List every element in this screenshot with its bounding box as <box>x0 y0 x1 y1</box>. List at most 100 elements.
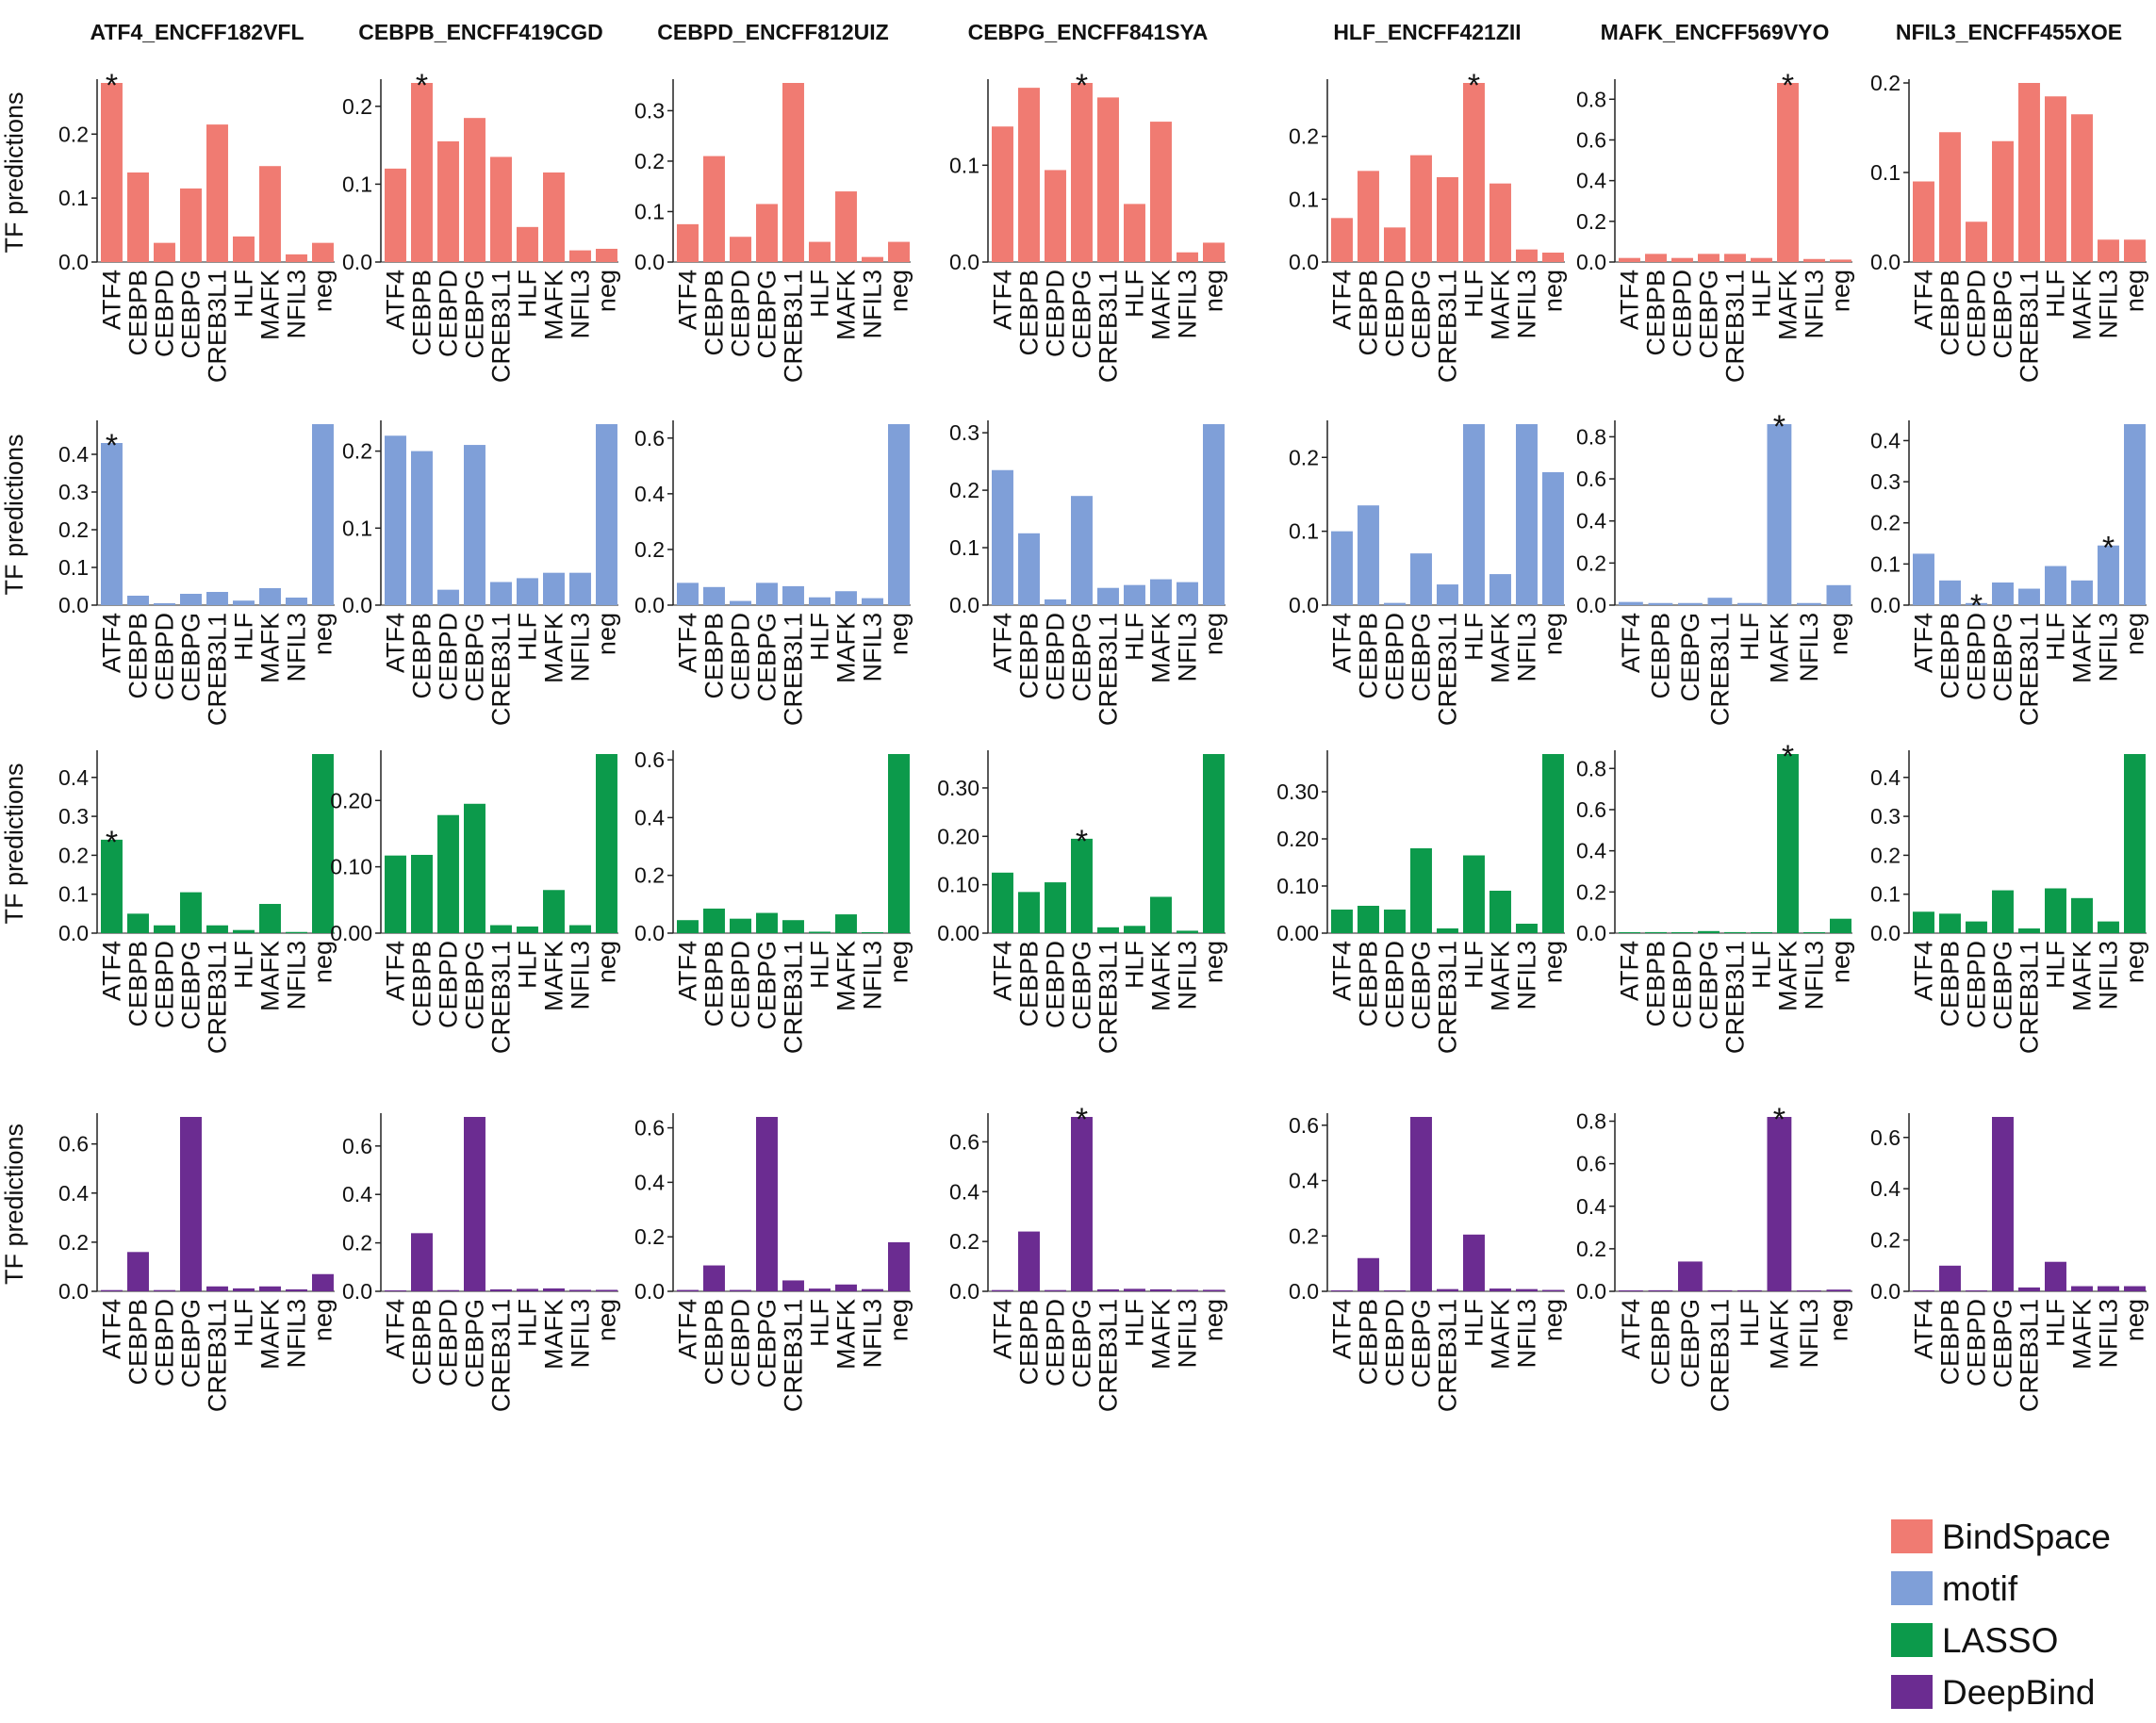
bar-cebpg <box>756 583 778 605</box>
bar-atf4 <box>1331 910 1353 933</box>
y-tick-label: 0.4 <box>1576 839 1606 863</box>
bar-nfil3 <box>1797 1290 1821 1291</box>
significance-star: * <box>416 68 428 104</box>
category-label: HLF <box>1120 1299 1148 1347</box>
category-label: CREB3L1 <box>486 1299 515 1412</box>
bar-neg <box>888 754 910 933</box>
bar-creb3l1 <box>2018 588 2040 605</box>
category-label: HLF <box>2041 1299 2069 1347</box>
bar-mafk <box>1777 754 1799 933</box>
y-tick-label: 0.2 <box>1870 71 1901 95</box>
bar-panel-motif: 0.0 0.1 0.2 ATF4CEBPBCEBPDCEBPGCREB3L1HLFMA… <box>342 420 620 726</box>
category-label: CEBPB <box>123 1299 152 1386</box>
category-label: neg <box>592 1299 620 1341</box>
category-label: CREB3L1 <box>203 613 231 726</box>
bar-creb3l1 <box>2018 1287 2040 1291</box>
bar-mafk <box>543 1288 565 1291</box>
bar-panel-lasso: 0.0 0.1 0.2 0.3 0.4 ATF4CEBPBCEBPDCEBPGCREB3L… <box>1870 750 2148 1054</box>
bar-cebpd <box>730 600 751 605</box>
y-tick-label: 0.0 <box>1576 250 1606 274</box>
bar-atf4 <box>1913 911 1934 933</box>
bar-panel-bindspace: 0.0 0.1 0.2 TF predictions ATF4 * CEBPBCEBPDCE… <box>0 68 337 383</box>
category-label: ATF4 <box>1327 613 1356 673</box>
y-tick-label: 0.2 <box>1576 1237 1606 1261</box>
category-label: MAFK <box>1765 613 1793 683</box>
y-tick-label: 0.6 <box>1576 467 1606 491</box>
bar-neg <box>2124 754 2146 933</box>
y-tick-label: 0.0 <box>1576 921 1606 945</box>
bar-cebpb <box>127 913 149 933</box>
y-tick-label: 0.8 <box>1576 1109 1606 1134</box>
bar-neg <box>312 424 334 605</box>
category-label: CEBPB <box>699 941 728 1027</box>
category-label: NFIL3 <box>566 270 594 339</box>
category-label: CEBPD <box>1041 941 1069 1028</box>
category-label: CEBPB <box>699 270 728 356</box>
category-label: CEBPG <box>176 270 205 359</box>
category-label: CREB3L1 <box>486 270 515 383</box>
y-tick-label: 0.0 <box>342 250 372 274</box>
bar-nfil3 <box>1177 252 1198 262</box>
bar-neg <box>1830 918 1852 933</box>
legend-swatch-motif <box>1891 1571 1933 1605</box>
category-label: MAFK <box>1486 613 1514 683</box>
y-tick-label: 0.2 <box>634 1224 665 1249</box>
category-label: CREB3L1 <box>1433 1299 1461 1412</box>
category-label: neg <box>884 270 913 312</box>
category-label: NFIL3 <box>1512 270 1540 339</box>
bar-cebpd <box>437 140 459 262</box>
bar-hlf <box>1463 424 1485 605</box>
y-tick-label: 0.2 <box>1870 1228 1901 1253</box>
bar-atf4 <box>1913 181 1934 262</box>
bar-hlf <box>517 926 538 933</box>
bar-cebpg <box>464 1117 486 1291</box>
category-label: CEBPB <box>407 941 436 1027</box>
bar-neg <box>312 242 334 262</box>
category-label: HLF <box>805 613 833 661</box>
y-tick-label: 0.6 <box>1576 797 1606 822</box>
bar-mafk <box>543 172 565 262</box>
category-label: MAFK <box>2067 613 2096 683</box>
category-label: HLF <box>229 1299 257 1347</box>
category-label: CEBPB <box>1014 270 1043 356</box>
bar-creb3l1 <box>782 1280 804 1291</box>
bar-creb3l1 <box>1097 1288 1119 1291</box>
bar-cebpg <box>180 892 202 933</box>
category-label: neg <box>1199 613 1227 655</box>
category-label: HLF <box>229 941 257 989</box>
category-label: neg <box>2120 941 2148 983</box>
category-label: CEBPB <box>1935 1299 1964 1386</box>
column-title: NFIL3_ENCFF455XOE <box>1896 20 2122 44</box>
category-label: ATF4 <box>1909 1299 1937 1359</box>
y-tick-label: 0.4 <box>1576 509 1606 533</box>
category-label: neg <box>592 941 620 983</box>
category-label: CREB3L1 <box>486 613 515 726</box>
y-tick-label: 0.0 <box>58 593 89 617</box>
bar-hlf <box>2045 566 2066 605</box>
bar-cebpg <box>1071 1117 1093 1291</box>
bar-hlf <box>809 597 831 605</box>
category-label: MAFK <box>2067 270 2096 340</box>
bar-creb3l1 <box>1707 1289 1733 1291</box>
bar-atf4 <box>1619 257 1640 262</box>
category-label: NFIL3 <box>1173 270 1201 339</box>
bar-panel-deepbind: 0.0 0.2 0.4 0.6 ATF4CEBPBCEBPDCEBPGCREB3L1HL… <box>1289 1113 1567 1412</box>
y-tick-label: 0.2 <box>1870 511 1901 535</box>
bar-panel-deepbind: 0.0 0.2 0.4 0.6 ATF4CEBPBCEBPDCEBPGCREB3L1HL… <box>634 1113 913 1412</box>
bar-creb3l1 <box>1437 584 1458 605</box>
bar-hlf <box>1463 1234 1485 1291</box>
y-tick-label: 0.00 <box>330 921 372 945</box>
bar-neg <box>1203 1289 1225 1291</box>
significance-star: * <box>1773 1102 1786 1138</box>
y-tick-label: 0.10 <box>937 873 979 897</box>
bar-hlf <box>1124 204 1145 262</box>
category-label: CEBPB <box>1641 270 1670 356</box>
y-tick-label: 0.6 <box>1576 1152 1606 1176</box>
y-tick-label: 0.4 <box>634 1170 665 1194</box>
y-tick-label: 0.2 <box>1576 550 1606 575</box>
bar-panel-motif: 0.0 0.2 0.4 0.6 ATF4CEBPBCEBPDCEBPGCREB3L1HL… <box>634 420 913 726</box>
y-tick-label: 0.0 <box>949 1279 979 1304</box>
bar-nfil3 <box>862 932 883 933</box>
category-label: MAFK <box>539 613 568 683</box>
